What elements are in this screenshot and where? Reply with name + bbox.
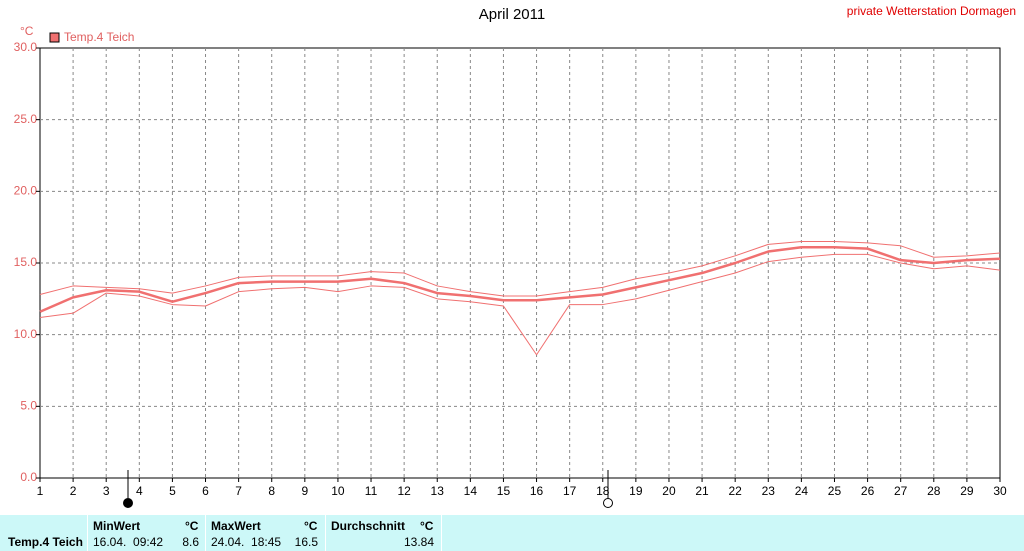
x-tick-label: 24 — [795, 484, 809, 498]
y-tick-label: 0.0 — [20, 470, 37, 484]
x-tick-label: 9 — [301, 484, 308, 498]
x-tick-label: 13 — [431, 484, 445, 498]
x-tick-label: 28 — [927, 484, 941, 498]
min-value: 8.6 — [182, 535, 199, 549]
x-tick-label: 10 — [331, 484, 345, 498]
x-tick-label: 12 — [397, 484, 411, 498]
min-unit: °C — [185, 519, 199, 533]
station-label: private Wetterstation Dormagen — [847, 4, 1016, 18]
max-label: MaxWert — [211, 519, 261, 533]
chart-title: April 2011 — [479, 6, 545, 23]
legend-swatch — [49, 32, 60, 43]
max-value: 16.5 — [294, 535, 318, 549]
x-tick-label: 14 — [464, 484, 478, 498]
x-tick-label: 16 — [530, 484, 544, 498]
max-unit: °C — [304, 519, 318, 533]
x-tick-label: 2 — [70, 484, 77, 498]
separator — [87, 515, 88, 551]
x-tick-label: 15 — [497, 484, 511, 498]
moon-icon — [603, 498, 613, 508]
x-tick-label: 5 — [169, 484, 176, 498]
x-tick-label: 6 — [202, 484, 209, 498]
stats-table: Temp.4 Teich MinWert °C 16.04. 09:42 8.6… — [0, 515, 1024, 551]
min-label: MinWert — [93, 519, 141, 533]
y-unit: °C — [20, 24, 34, 38]
y-tick-label: 15.0 — [14, 255, 38, 269]
series-line — [39, 253, 1001, 356]
y-tick-label: 20.0 — [14, 184, 38, 198]
series-line — [39, 245, 1001, 313]
x-tick-label: 21 — [695, 484, 709, 498]
x-tick-label: 23 — [762, 484, 776, 498]
x-tick-label: 1 — [37, 484, 44, 498]
moon-icon — [123, 498, 133, 508]
y-tick-label: 30.0 — [14, 40, 38, 54]
y-tick-label: 10.0 — [14, 327, 38, 341]
x-tick-label: 20 — [662, 484, 676, 498]
x-tick-label: 27 — [894, 484, 908, 498]
x-tick-label: 19 — [629, 484, 643, 498]
series-line — [39, 241, 1001, 297]
x-tick-label: 30 — [993, 484, 1007, 498]
separator — [325, 515, 326, 551]
legend-label: Temp.4 Teich — [64, 30, 134, 44]
x-tick-label: 22 — [728, 484, 742, 498]
x-tick-label: 29 — [960, 484, 974, 498]
x-tick-label: 7 — [235, 484, 242, 498]
x-tick-label: 4 — [136, 484, 143, 498]
x-tick-label: 18 — [596, 484, 610, 498]
x-tick-label: 3 — [103, 484, 110, 498]
x-tick-label: 26 — [861, 484, 875, 498]
y-tick-label: 25.0 — [14, 112, 38, 126]
avg-label: Durchschnitt — [331, 519, 406, 533]
x-tick-label: 11 — [365, 484, 378, 498]
y-tick-label: 5.0 — [20, 399, 37, 413]
sensor-name: Temp.4 Teich — [8, 535, 83, 549]
x-tick-label: 17 — [563, 484, 577, 498]
separator — [441, 515, 442, 551]
avg-unit: °C — [420, 519, 434, 533]
min-time: 16.04. 09:42 — [93, 535, 164, 549]
max-time: 24.04. 18:45 — [211, 535, 282, 549]
avg-value: 13.84 — [403, 535, 434, 549]
x-tick-label: 8 — [268, 484, 275, 498]
x-tick-label: 25 — [828, 484, 842, 498]
chart: April 2011 private Wetterstation Dormage… — [14, 4, 1016, 508]
separator — [205, 515, 206, 551]
